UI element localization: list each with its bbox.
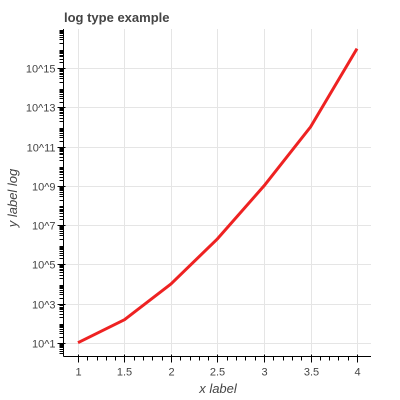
- ticks: [57, 30, 358, 363]
- y-axis-label: y label log: [5, 168, 20, 228]
- x-tick-label: 3: [261, 367, 267, 379]
- y-tick-label: 10^11: [27, 143, 56, 155]
- y-tick-label: 10^3: [32, 300, 56, 312]
- x-tick-label: 2.5: [210, 367, 225, 379]
- series-line: [77, 47, 359, 345]
- y-tick-label: 10^9: [32, 182, 56, 194]
- tick-labels: 1 1.5 2 2.5 3 3.5 4 10^1 10^3 10^5 10^7 10^9 10^11 10…: [26, 64, 361, 379]
- x-axis-label: x label: [198, 381, 238, 396]
- x-tick-label: 2: [168, 367, 174, 379]
- grid: [64, 29, 371, 353]
- y-tick-label: 10^1: [32, 339, 56, 351]
- x-tick-label: 3.5: [304, 367, 319, 379]
- series: [77, 47, 359, 345]
- y-tick-label: 10^13: [26, 103, 56, 115]
- y-tick-label: 10^7: [32, 221, 56, 233]
- y-tick-label: 10^15: [26, 64, 56, 76]
- x-tick-label: 1.5: [117, 367, 132, 379]
- y-tick-label: 10^5: [32, 260, 56, 272]
- x-tick-label: 4: [354, 367, 360, 379]
- chart-title: log type example: [64, 10, 169, 25]
- x-tick-label: 1: [75, 367, 81, 379]
